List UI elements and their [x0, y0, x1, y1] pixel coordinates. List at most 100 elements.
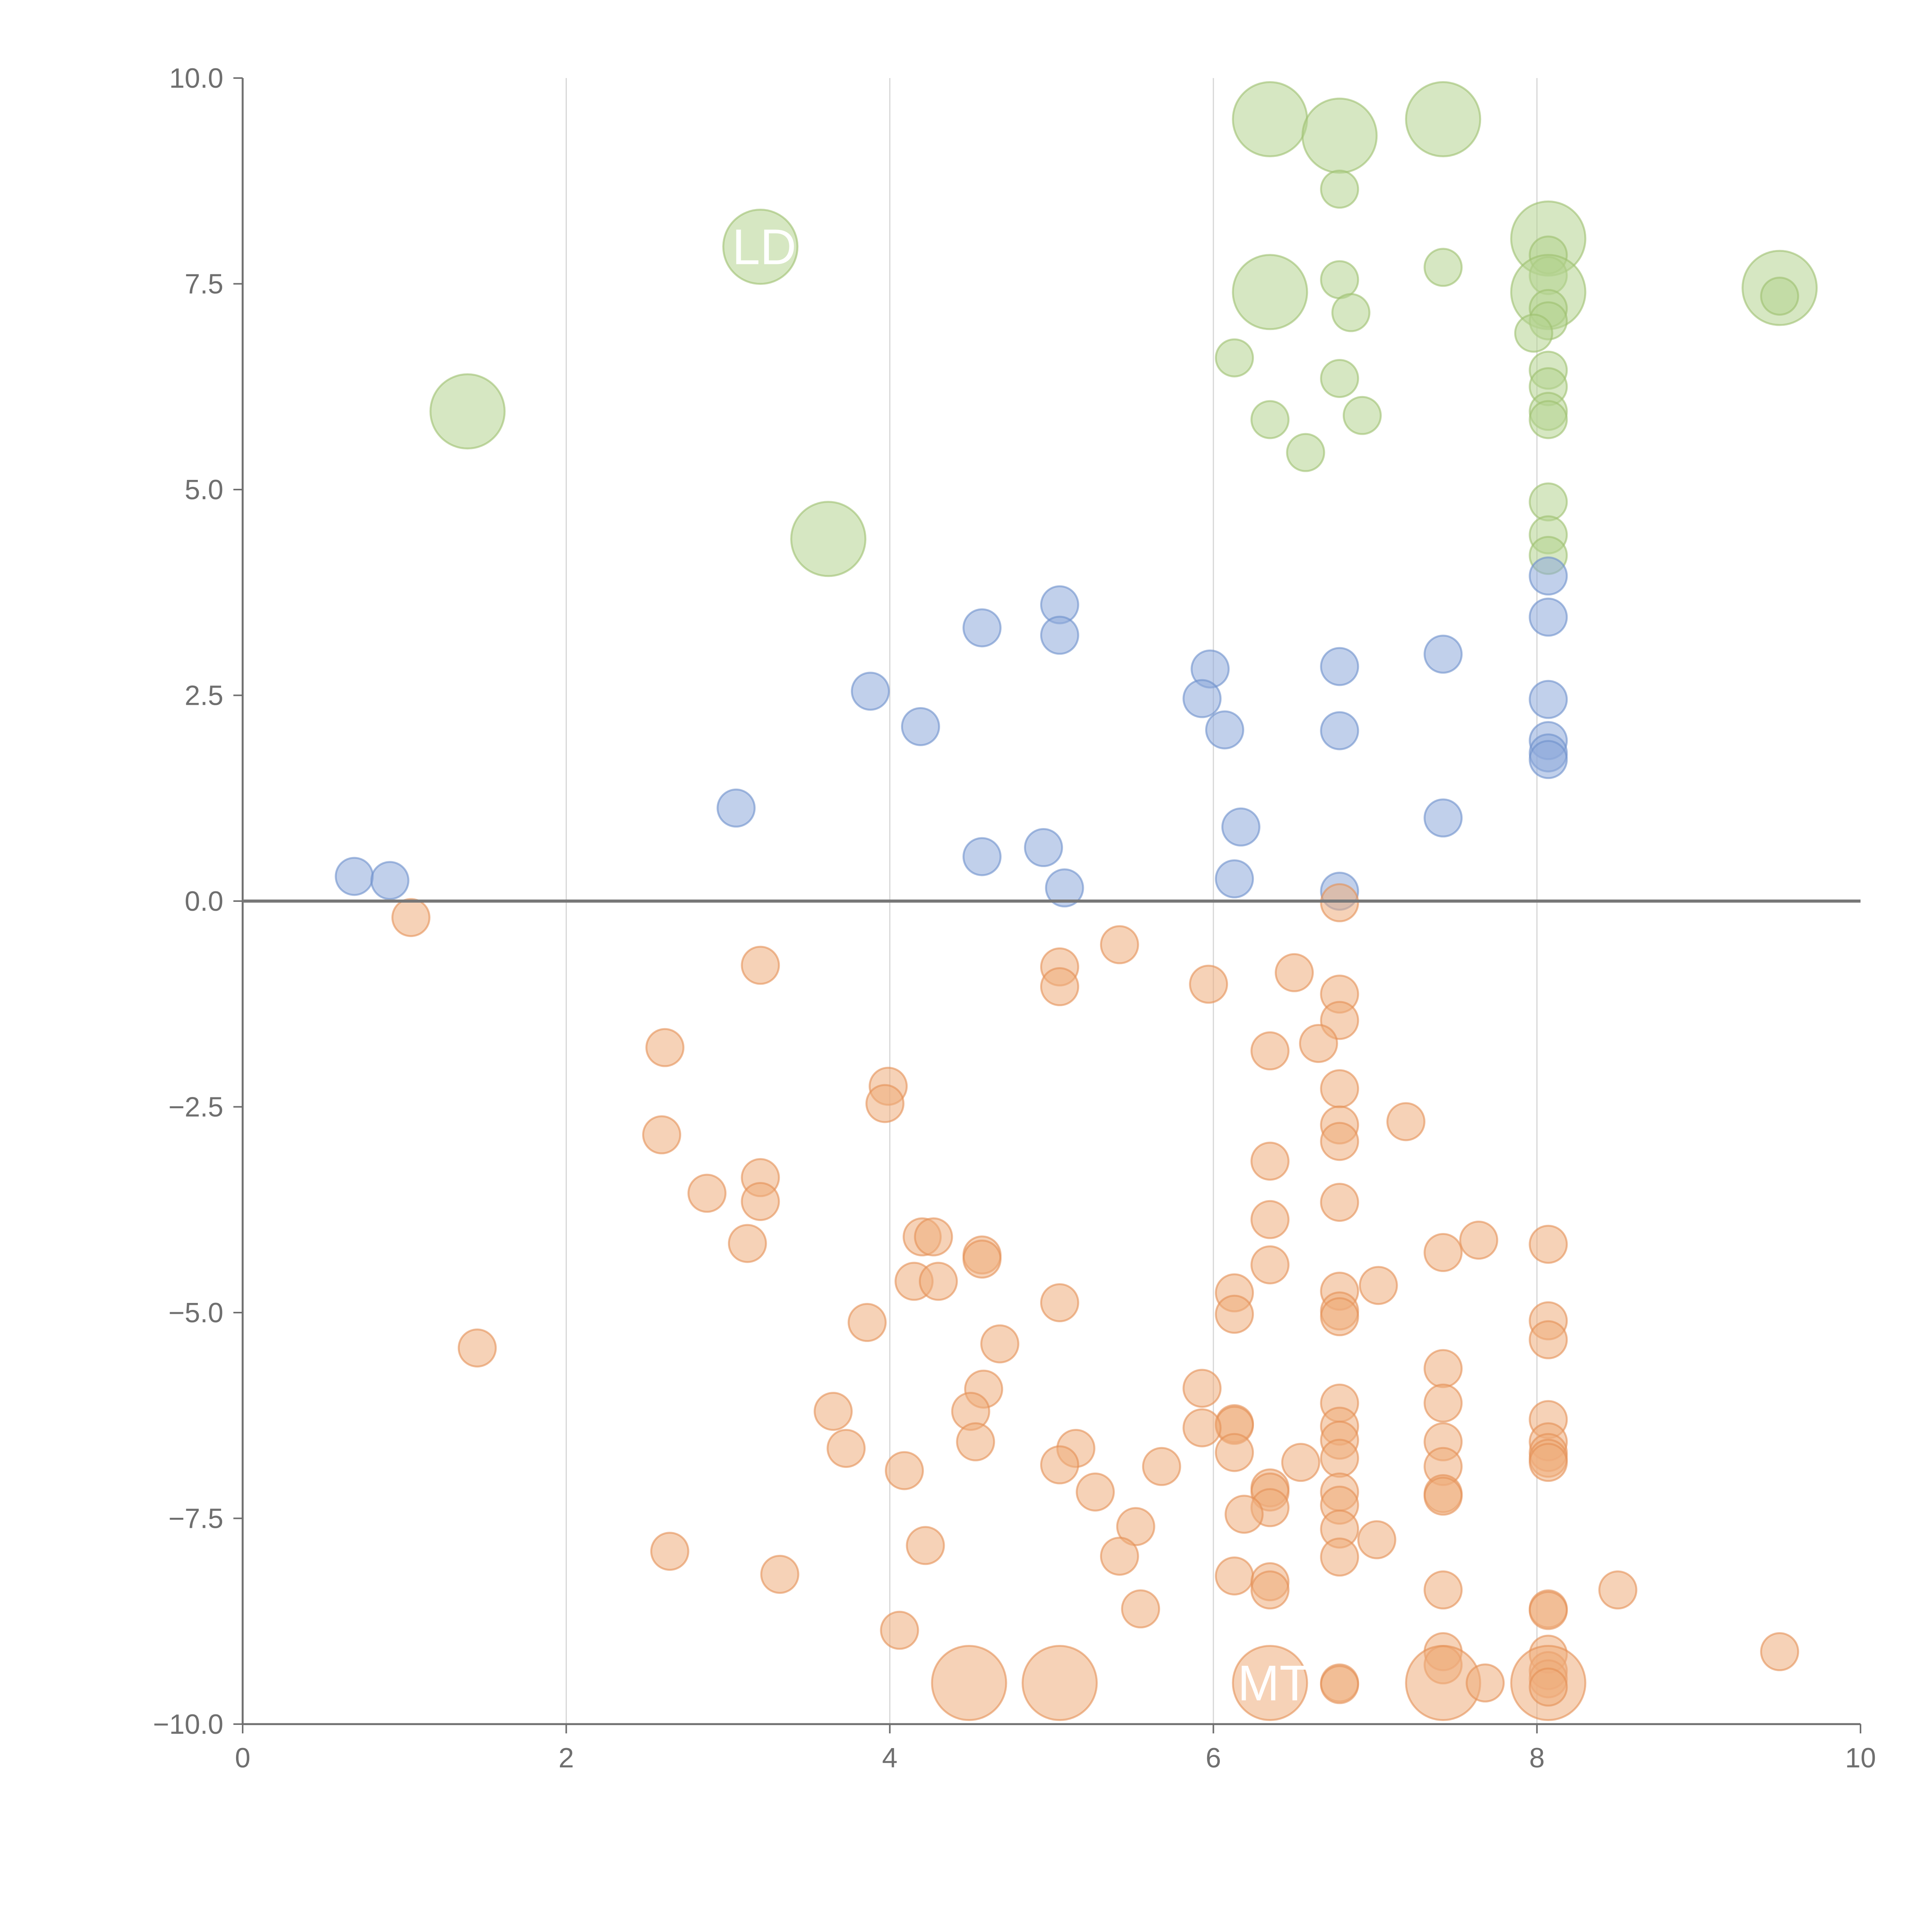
y-tick-label: −10.0	[153, 1709, 223, 1740]
green-point	[1405, 81, 1481, 157]
orange-point	[962, 1240, 1002, 1279]
blue-point	[1215, 859, 1254, 898]
orange-point	[728, 1224, 767, 1263]
orange-point	[1320, 1297, 1359, 1337]
x-tick-label: 8	[1529, 1743, 1545, 1774]
blue-point	[1529, 556, 1568, 596]
orange-point	[1116, 1507, 1155, 1546]
blue-point	[1182, 679, 1222, 718]
green-point	[1232, 254, 1308, 330]
blue-point	[1320, 647, 1359, 686]
orange-point	[918, 1262, 958, 1301]
orange-point	[865, 1084, 905, 1123]
orange-point	[1215, 1433, 1254, 1472]
blue-point	[1040, 616, 1079, 655]
blue-point	[901, 707, 940, 746]
orange-point	[827, 1429, 866, 1468]
blue-point	[1423, 634, 1463, 674]
orange-point	[884, 1451, 924, 1490]
annotation-label: MT	[1238, 1655, 1310, 1711]
orange-point	[980, 1324, 1020, 1364]
blue-point	[1529, 597, 1568, 637]
blue-point	[335, 857, 374, 896]
orange-point	[1232, 1645, 1308, 1721]
green-point	[1320, 260, 1359, 299]
orange-point	[1182, 1369, 1222, 1408]
orange-point	[650, 1532, 689, 1571]
orange-point	[1250, 1245, 1290, 1284]
blue-point	[1024, 828, 1063, 867]
orange-point	[880, 1611, 919, 1650]
orange-point	[813, 1392, 853, 1431]
orange-point	[1189, 964, 1228, 1004]
blue-point	[962, 608, 1002, 648]
orange-point	[1320, 1122, 1359, 1161]
blue-point	[851, 672, 890, 711]
orange-point	[741, 946, 780, 985]
orange-point	[1250, 1570, 1290, 1610]
y-tick-label: 7.5	[185, 269, 223, 300]
orange-point	[1275, 953, 1314, 992]
orange-point	[1182, 1408, 1222, 1447]
orange-point	[1423, 1383, 1463, 1423]
orange-point	[1215, 1294, 1254, 1334]
y-tick-label: −5.0	[168, 1298, 223, 1328]
orange-point	[914, 1217, 953, 1257]
green-point	[1423, 248, 1463, 287]
x-tick-label: 0	[235, 1743, 250, 1774]
orange-point	[906, 1526, 945, 1565]
orange-point	[391, 898, 430, 937]
orange-point	[1320, 1665, 1359, 1704]
orange-point	[1121, 1589, 1160, 1629]
orange-point	[1021, 1645, 1098, 1721]
orange-point	[1386, 1102, 1425, 1141]
green-point	[1320, 359, 1359, 398]
orange-point	[741, 1182, 780, 1221]
blue-point	[370, 861, 410, 900]
orange-point	[1320, 1439, 1359, 1478]
green-point	[722, 209, 799, 285]
orange-point	[1250, 1200, 1290, 1239]
orange-point	[1215, 1556, 1254, 1596]
green-point	[1514, 313, 1553, 353]
orange-point	[1423, 1233, 1463, 1272]
y-tick-label: −2.5	[168, 1092, 223, 1123]
orange-point	[1529, 1225, 1568, 1264]
y-tick-label: −7.5	[168, 1503, 223, 1534]
green-point	[1286, 433, 1325, 472]
blue-point	[1045, 868, 1084, 908]
orange-point	[642, 1115, 681, 1155]
green-point	[1529, 482, 1568, 522]
green-point	[1215, 338, 1254, 378]
orange-point	[760, 1554, 799, 1594]
orange-point	[1320, 1183, 1359, 1222]
blue-point	[1221, 807, 1260, 847]
x-tick-label: 10	[1845, 1743, 1876, 1774]
orange-point	[1100, 925, 1139, 964]
orange-point	[1760, 1632, 1799, 1672]
orange-point	[1281, 1443, 1320, 1482]
green-point	[1529, 400, 1568, 439]
annotations: LD MT	[732, 219, 1310, 1711]
orange-point	[1529, 1667, 1568, 1707]
orange-point	[1529, 1591, 1568, 1630]
orange-point	[1320, 1069, 1359, 1109]
orange-point	[1250, 1141, 1290, 1181]
orange-point	[1040, 967, 1079, 1007]
green-point	[1232, 81, 1308, 157]
x-axis-ticks: 0 2 4 6 8 10	[235, 1724, 1876, 1774]
orange-point	[1423, 1349, 1463, 1388]
y-axis-ticks: −10.0 −7.5 −5.0 −2.5 0.0 2.5 5.0 7.5 10.0	[153, 63, 243, 1740]
blue-point	[1205, 710, 1245, 750]
orange-point	[1320, 1537, 1359, 1577]
green-point	[1320, 170, 1359, 209]
y-tick-label: 5.0	[185, 474, 223, 505]
orange-point	[1225, 1495, 1264, 1534]
y-tick-label: 0.0	[185, 886, 223, 917]
orange-point	[1529, 1320, 1568, 1359]
orange-point	[1250, 1031, 1290, 1071]
orange-point	[1040, 1445, 1079, 1485]
orange-point	[1423, 1476, 1463, 1516]
x-tick-label: 2	[558, 1743, 574, 1774]
